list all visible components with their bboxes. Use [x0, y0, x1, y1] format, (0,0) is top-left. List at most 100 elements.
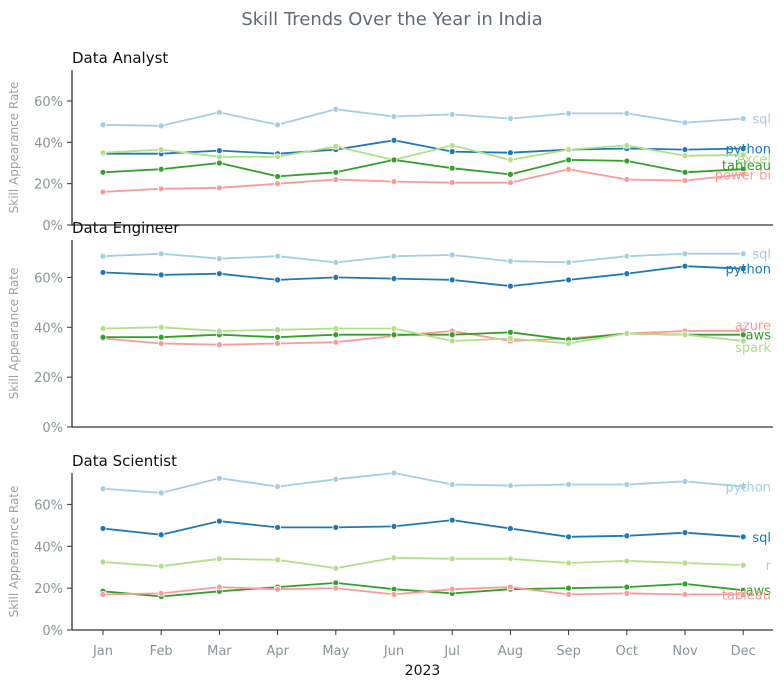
data-point — [215, 474, 223, 482]
data-point — [215, 255, 223, 263]
data-point — [681, 591, 689, 598]
data-point — [448, 148, 456, 156]
series-label: tableau — [722, 159, 771, 174]
data-point — [506, 156, 514, 164]
data-point — [448, 276, 456, 284]
data-point — [157, 271, 165, 279]
data-point — [99, 121, 107, 129]
data-point — [739, 533, 747, 541]
x-tick-label: Dec — [731, 644, 756, 659]
data-point — [274, 556, 282, 564]
data-point — [681, 559, 689, 567]
series-label: sql — [752, 531, 771, 546]
x-tick-label: Jul — [443, 644, 460, 659]
data-point — [448, 481, 456, 488]
series-line — [102, 168, 744, 193]
data-point — [332, 338, 340, 346]
data-point — [565, 276, 572, 284]
y-tick-label: 40% — [34, 321, 63, 336]
data-point — [448, 251, 456, 259]
series-label: python — [726, 263, 771, 278]
data-point — [739, 250, 747, 258]
series-line — [102, 108, 744, 127]
data-point — [448, 331, 456, 339]
data-point — [274, 483, 282, 491]
data-point — [681, 119, 689, 127]
data-point — [215, 555, 223, 563]
data-point — [215, 270, 223, 278]
series-label: python — [726, 143, 771, 158]
data-point — [215, 327, 223, 335]
data-point — [739, 151, 747, 159]
y-tick-label: 0% — [42, 624, 63, 639]
data-point — [739, 483, 747, 491]
data-point — [681, 146, 689, 153]
data-point — [739, 561, 747, 569]
data-point — [332, 168, 340, 176]
data-point — [157, 185, 165, 193]
data-point — [390, 554, 398, 562]
data-point — [681, 580, 689, 588]
y-tick-label: 20% — [34, 371, 63, 386]
data-point — [332, 325, 340, 332]
data-point — [448, 111, 456, 118]
data-point — [215, 517, 223, 525]
data-point — [739, 170, 747, 178]
data-point — [623, 557, 631, 565]
data-point — [565, 591, 572, 598]
data-point — [274, 252, 282, 260]
data-point — [565, 340, 572, 347]
data-point — [623, 110, 631, 117]
series-label: sql — [752, 113, 771, 128]
data-point — [332, 524, 340, 531]
data-point — [739, 265, 747, 273]
data-point — [274, 585, 282, 593]
y-tick-label: 40% — [34, 540, 63, 555]
data-point — [215, 153, 223, 161]
data-point — [506, 583, 514, 591]
data-point — [390, 469, 398, 477]
y-tick-label: 0% — [42, 219, 63, 234]
data-point — [623, 142, 631, 149]
series-label: azure — [735, 319, 771, 334]
data-point — [506, 257, 514, 265]
x-tick-label: Sep — [556, 644, 581, 659]
data-point — [332, 564, 340, 572]
y-tick-label: 60% — [34, 498, 63, 513]
data-point — [390, 331, 398, 339]
data-point — [390, 591, 398, 598]
y-tick-label: 60% — [34, 95, 63, 110]
data-point — [565, 584, 572, 592]
series-line — [102, 586, 744, 596]
data-point — [274, 340, 282, 347]
data-point — [99, 252, 107, 260]
data-point — [332, 331, 340, 339]
data-point — [274, 173, 282, 180]
y-tick-label: 0% — [42, 421, 63, 436]
series-line — [102, 472, 744, 494]
data-point — [274, 180, 282, 188]
data-point — [157, 589, 165, 597]
data-point — [215, 147, 223, 155]
data-point — [739, 337, 747, 345]
data-point — [506, 482, 514, 489]
data-point — [215, 583, 223, 591]
data-point — [623, 583, 631, 591]
series-label: python — [726, 481, 771, 496]
data-point — [99, 485, 107, 493]
data-point — [448, 516, 456, 524]
data-point — [565, 110, 572, 117]
series-label: sql — [752, 248, 771, 263]
data-point — [274, 524, 282, 531]
y-tick-label: 20% — [34, 582, 63, 597]
data-point — [215, 184, 223, 192]
y-axis-label: Skill Appearance Rate — [7, 268, 21, 400]
data-point — [681, 177, 689, 184]
data-point — [157, 165, 165, 173]
data-point — [506, 170, 514, 178]
data-point — [274, 333, 282, 341]
data-point — [623, 532, 631, 540]
series-label: excel — [737, 153, 771, 168]
data-point — [390, 275, 398, 283]
x-tick-label: Apr — [266, 644, 289, 659]
